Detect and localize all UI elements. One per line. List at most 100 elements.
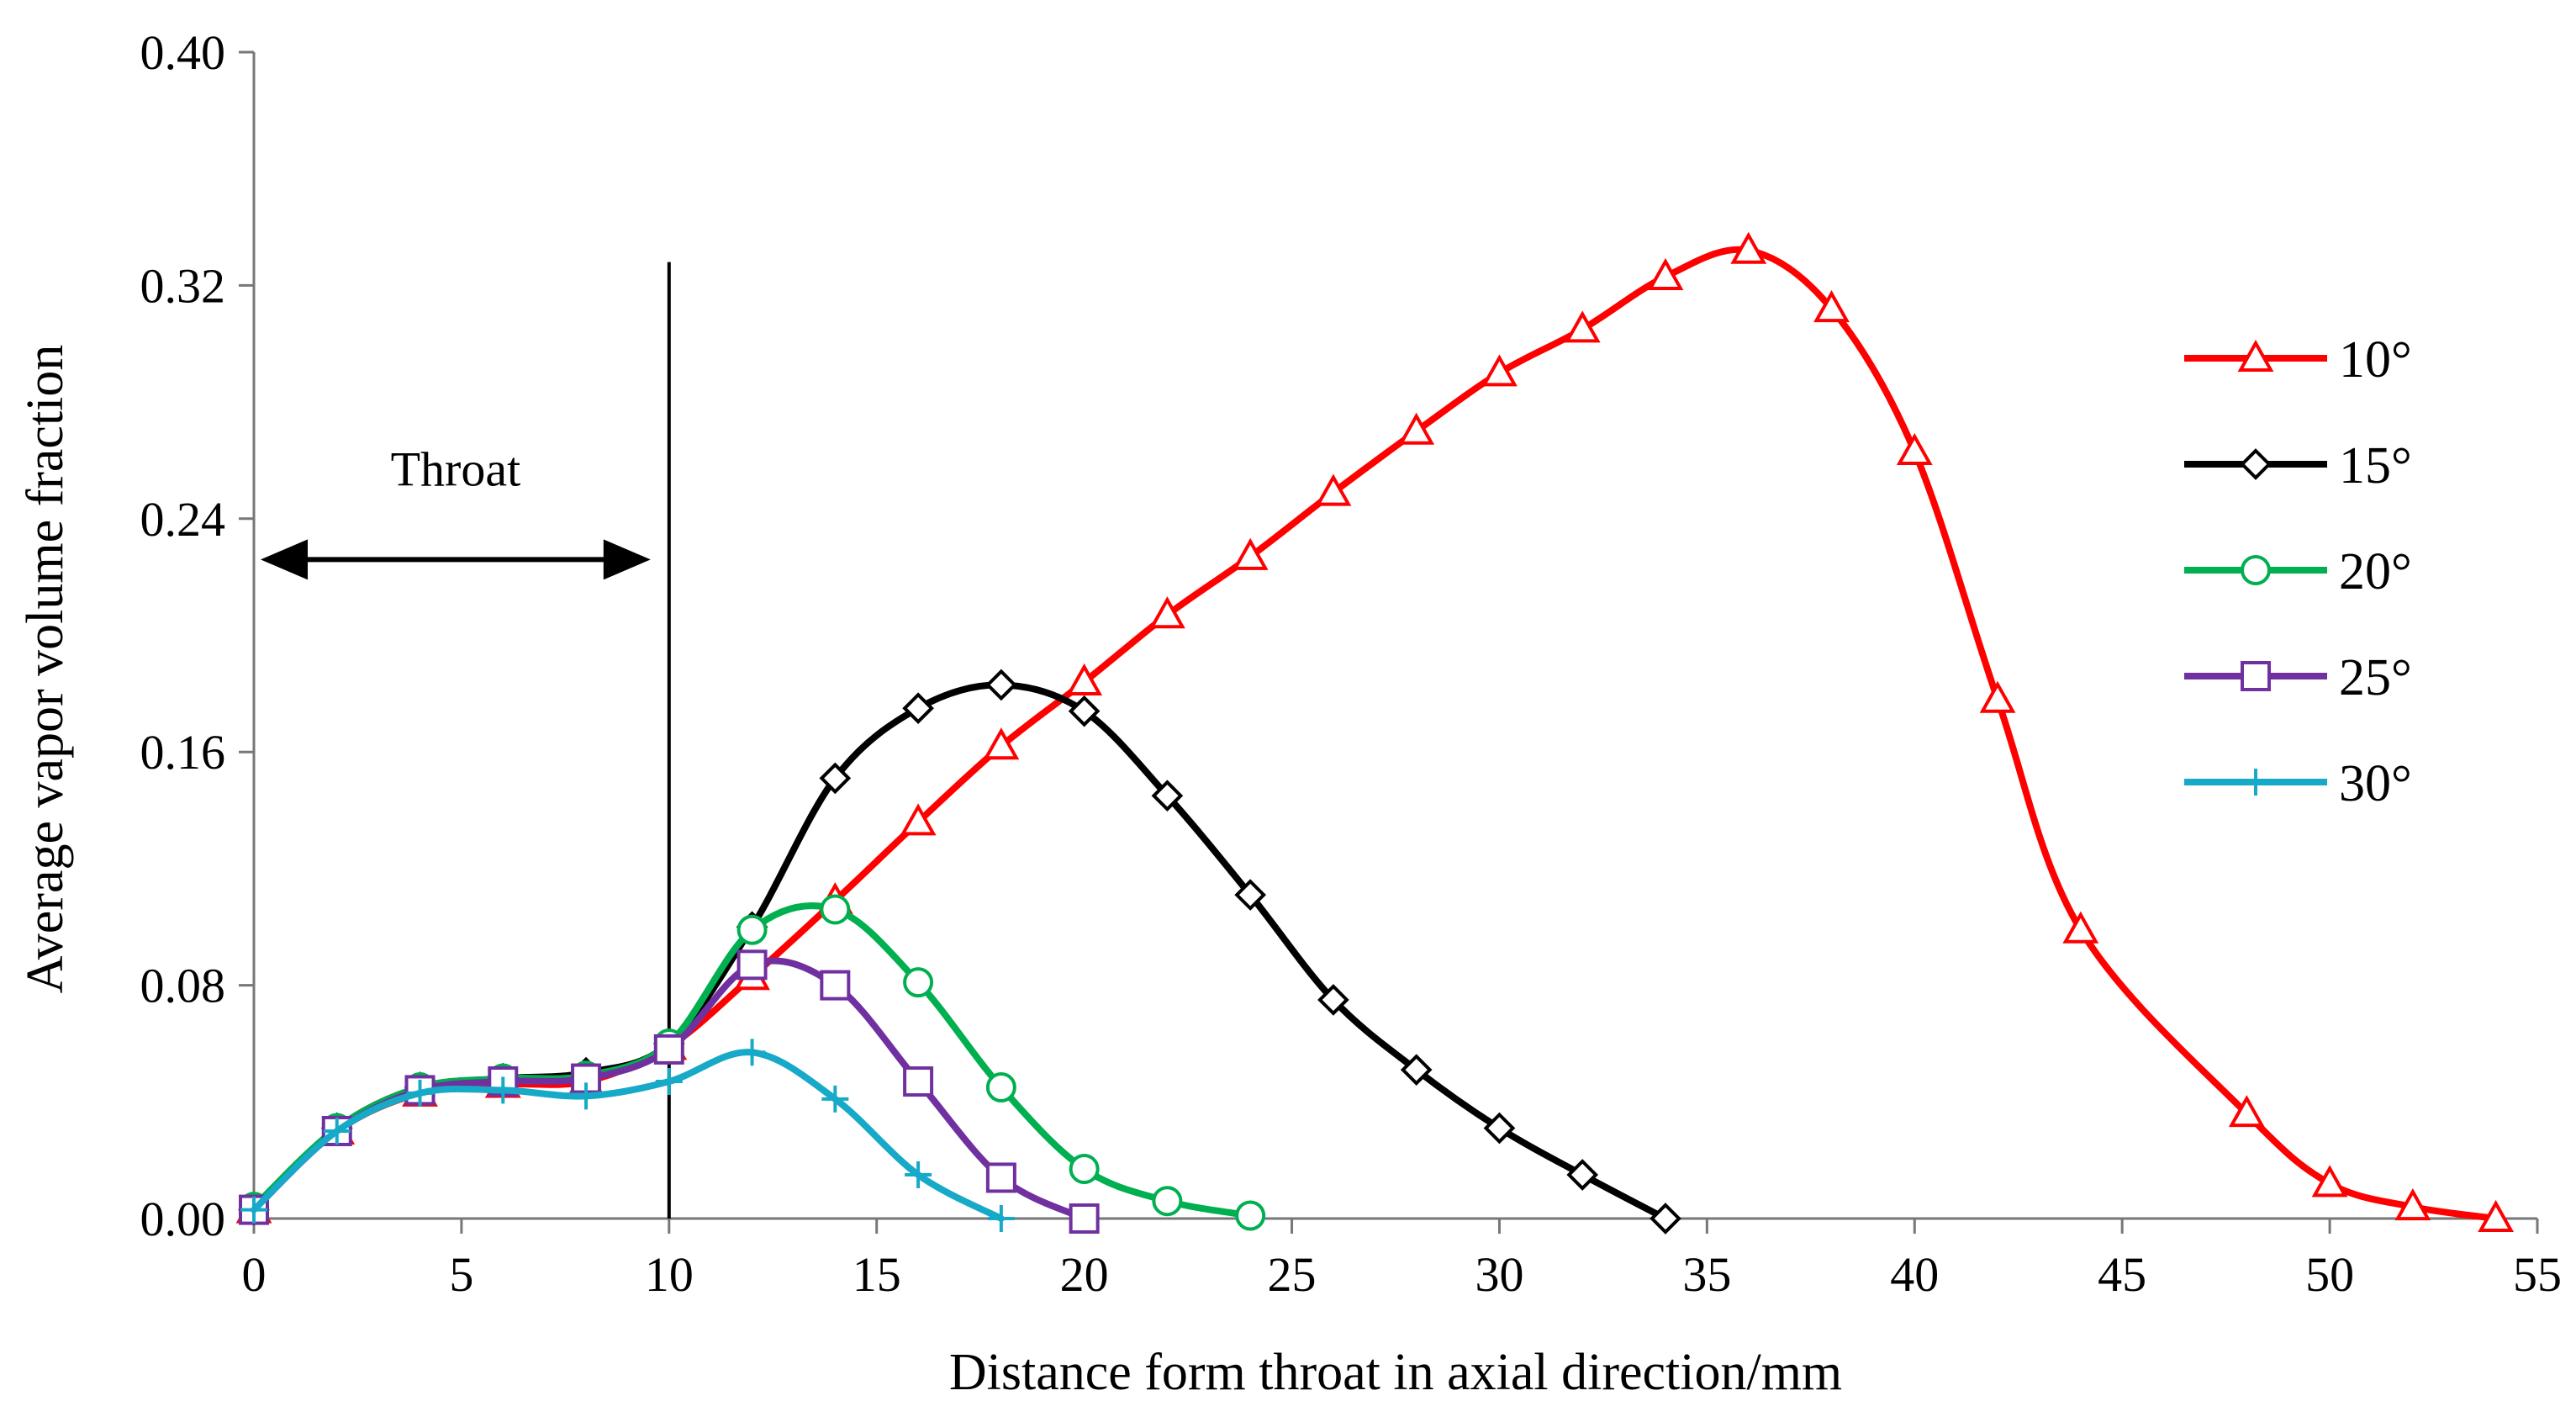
legend-label: 20° — [2339, 543, 2412, 600]
legend-entry: 20° — [2184, 543, 2412, 600]
data-point — [1315, 473, 1352, 506]
legend-marker — [2240, 448, 2272, 480]
x-tick-label: 15 — [853, 1247, 901, 1302]
legend-label: 25° — [2339, 649, 2412, 706]
legend-marker — [2241, 555, 2271, 585]
data-point — [738, 1039, 766, 1066]
data-point — [821, 1085, 849, 1113]
plot-area — [235, 231, 2515, 1235]
legend-label: 15° — [2339, 437, 2412, 494]
y-tick-label: 0.08 — [140, 959, 226, 1013]
data-point — [736, 914, 768, 945]
data-point — [1069, 1154, 1100, 1185]
data-point — [1232, 537, 1269, 570]
data-point — [905, 1161, 932, 1188]
x-tick-label: 50 — [2305, 1247, 2354, 1302]
data-point — [820, 970, 851, 1001]
x-tick-label: 40 — [1890, 1247, 1939, 1302]
legend-marker — [2242, 769, 2269, 796]
data-point — [1566, 1159, 1599, 1191]
data-point — [1148, 596, 1185, 629]
data-point — [1896, 432, 1933, 466]
data-point — [2062, 911, 2099, 944]
y-tick-label: 0.16 — [140, 725, 226, 780]
data-point — [1398, 412, 1435, 445]
legend-entry: 15° — [2184, 437, 2412, 494]
x-tick-label: 25 — [1268, 1247, 1317, 1302]
data-point — [1234, 879, 1266, 911]
data-point — [985, 669, 1017, 701]
data-point — [983, 727, 1020, 760]
throat-arrow-left-head — [261, 539, 308, 580]
throat-arrow-right-head — [603, 539, 651, 580]
data-point — [985, 1071, 1016, 1102]
data-point — [655, 1068, 683, 1096]
data-point — [1317, 984, 1349, 1016]
data-point — [987, 1205, 1015, 1232]
data-point — [1152, 1186, 1183, 1217]
data-point — [2311, 1165, 2348, 1198]
data-point — [900, 803, 937, 836]
legend-entry: 25° — [2184, 649, 2412, 706]
y-tick-label: 0.00 — [140, 1192, 226, 1246]
data-point — [653, 1034, 684, 1065]
data-point — [1235, 1200, 1266, 1231]
data-point — [1564, 310, 1601, 343]
x-tick-label: 45 — [2098, 1247, 2146, 1302]
data-point — [819, 762, 852, 795]
data-point — [1151, 780, 1184, 812]
data-point — [573, 1082, 600, 1110]
x-tick-label: 30 — [1475, 1247, 1523, 1302]
data-point — [1483, 1112, 1516, 1145]
data-point — [1066, 663, 1103, 695]
data-point — [406, 1079, 434, 1107]
data-point — [1068, 695, 1101, 727]
data-point — [1650, 1203, 1681, 1235]
y-tick-label: 0.24 — [140, 492, 226, 547]
data-point — [2394, 1188, 2431, 1221]
legend-marker — [2241, 661, 2271, 691]
legend: 10° 15° 20° 25° 30° — [2184, 331, 2412, 812]
chart-axes: 0.00 0.08 0.16 0.24 0.32 0.40 0 5 10 15 20 25 30 35 40… — [140, 25, 2563, 1302]
x-tick-label: 35 — [1682, 1247, 1731, 1302]
data-point — [1979, 680, 2016, 713]
data-point — [489, 1076, 517, 1104]
legend-entry: 10° — [2184, 331, 2412, 389]
x-tick-label: 20 — [1060, 1247, 1109, 1302]
data-point — [985, 1162, 1016, 1193]
data-point — [1400, 1054, 1433, 1086]
series-4 — [240, 1039, 1015, 1232]
series-1 — [238, 669, 1681, 1235]
legend-label: 10° — [2339, 331, 2412, 389]
series-line — [251, 1049, 1005, 1222]
data-point — [1730, 231, 1767, 264]
data-point — [1813, 290, 1850, 323]
data-point — [2478, 1199, 2515, 1232]
throat-label: Throat — [391, 441, 521, 496]
data-point — [1647, 257, 1684, 290]
y-tick-label: 0.40 — [140, 25, 226, 80]
legend-entry: 30° — [2184, 755, 2412, 812]
x-tick-label: 55 — [2513, 1247, 2562, 1302]
data-point — [2228, 1095, 2265, 1128]
data-point — [1069, 1203, 1100, 1234]
x-tick-label: 5 — [449, 1247, 473, 1302]
throat-annotation: Throat — [261, 262, 671, 1219]
x-tick-label: 0 — [242, 1247, 267, 1302]
data-point — [903, 1066, 934, 1097]
series-line — [251, 681, 1669, 1222]
legend-label: 30° — [2339, 755, 2412, 812]
y-tick-label: 0.32 — [140, 258, 226, 313]
data-point — [820, 894, 851, 925]
data-point — [323, 1117, 351, 1145]
x-tick-label: 10 — [645, 1247, 694, 1302]
data-point — [903, 967, 934, 998]
x-axis-label: Distance form throat in axial direction/… — [949, 1344, 1842, 1401]
data-point — [1481, 354, 1518, 387]
data-point — [736, 949, 768, 981]
legend-marker — [2237, 339, 2274, 372]
data-point — [902, 692, 934, 725]
y-axis-label: Average vapor volume fraction — [17, 345, 74, 994]
data-point — [240, 1196, 267, 1224]
